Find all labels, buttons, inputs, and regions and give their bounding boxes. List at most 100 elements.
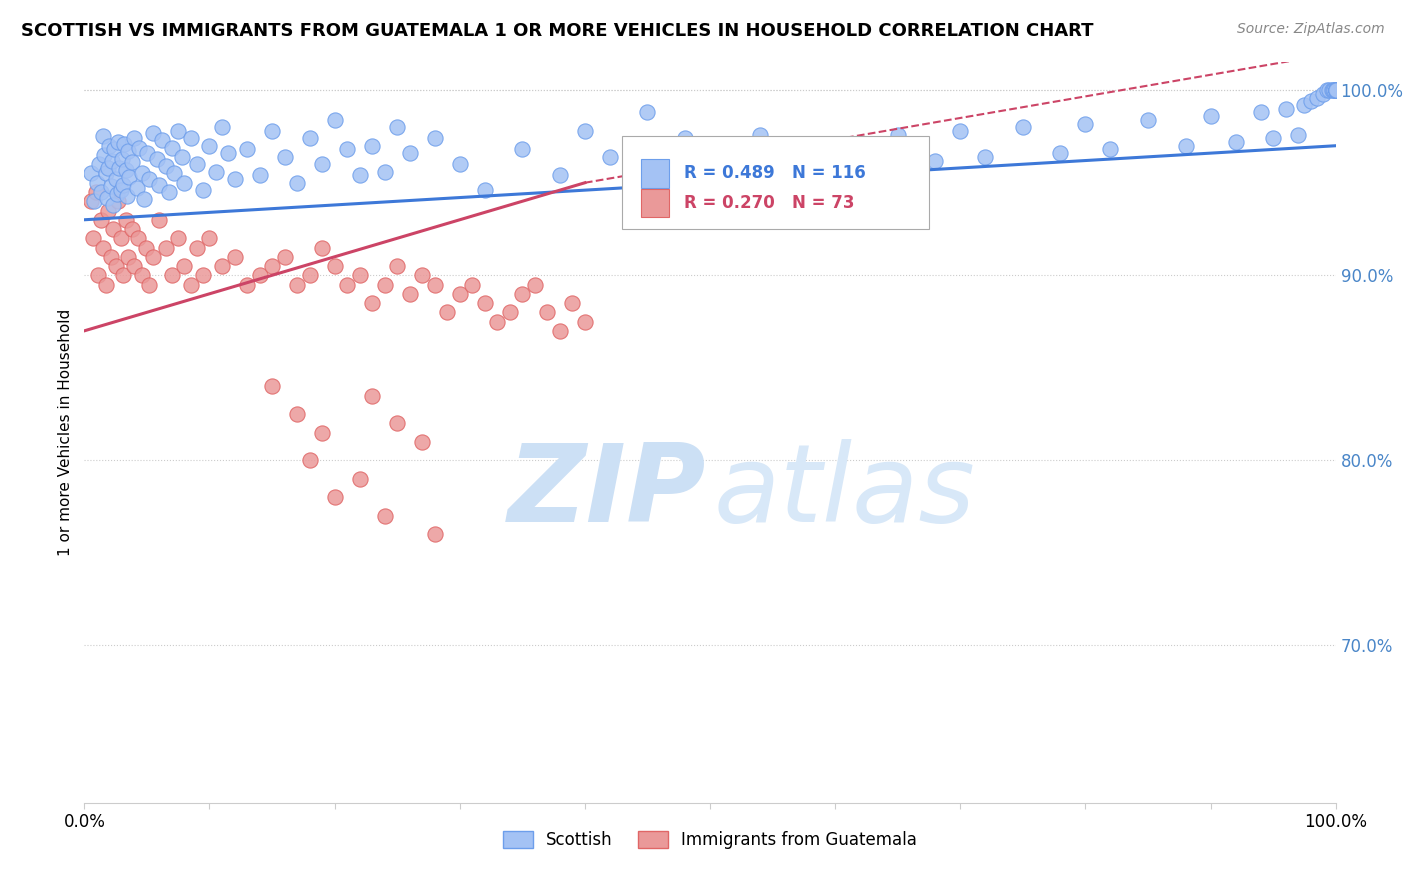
Point bbox=[163, 166, 186, 180]
Point bbox=[1324, 83, 1347, 97]
Point bbox=[110, 183, 132, 197]
Point bbox=[1199, 109, 1222, 123]
Text: R = 0.270   N = 73: R = 0.270 N = 73 bbox=[683, 194, 855, 212]
Point bbox=[112, 136, 135, 151]
Point bbox=[311, 157, 333, 171]
Point bbox=[374, 164, 396, 178]
Point bbox=[93, 148, 115, 162]
Point bbox=[98, 138, 121, 153]
Point bbox=[104, 259, 127, 273]
Point bbox=[136, 146, 159, 161]
Point bbox=[104, 172, 127, 186]
Text: atlas: atlas bbox=[714, 440, 976, 544]
Point bbox=[79, 166, 101, 180]
Point bbox=[924, 153, 946, 168]
Point bbox=[1049, 146, 1071, 161]
Point bbox=[474, 296, 496, 310]
Point bbox=[236, 143, 259, 157]
Point bbox=[138, 277, 160, 292]
Point bbox=[170, 150, 193, 164]
Point bbox=[824, 146, 846, 161]
Point bbox=[204, 164, 226, 178]
Point bbox=[474, 183, 496, 197]
Point bbox=[167, 231, 190, 245]
Y-axis label: 1 or more Vehicles in Household: 1 or more Vehicles in Household bbox=[58, 309, 73, 557]
Point bbox=[107, 194, 129, 209]
Point bbox=[449, 286, 471, 301]
Point bbox=[1286, 128, 1309, 142]
Point bbox=[180, 131, 202, 145]
Point bbox=[112, 178, 135, 192]
Point bbox=[82, 231, 104, 245]
Point bbox=[1263, 131, 1285, 145]
Point bbox=[193, 268, 215, 283]
Point bbox=[499, 305, 522, 319]
Point bbox=[127, 231, 149, 245]
Point bbox=[131, 166, 153, 180]
FancyBboxPatch shape bbox=[623, 136, 929, 229]
Point bbox=[108, 161, 131, 175]
Point bbox=[449, 157, 471, 171]
Point bbox=[1324, 83, 1347, 97]
Point bbox=[83, 194, 105, 209]
Point bbox=[91, 240, 114, 254]
Point bbox=[323, 259, 346, 273]
Point bbox=[142, 126, 165, 140]
Point bbox=[134, 193, 156, 207]
Point bbox=[100, 250, 122, 264]
Point bbox=[1312, 87, 1334, 101]
Point bbox=[1324, 83, 1347, 97]
Point bbox=[117, 145, 139, 159]
Point bbox=[637, 105, 659, 120]
Point bbox=[114, 212, 136, 227]
Point bbox=[1319, 83, 1341, 97]
Point bbox=[160, 140, 183, 154]
Point bbox=[150, 133, 173, 147]
Point bbox=[1306, 90, 1329, 104]
Point bbox=[101, 153, 124, 168]
Point bbox=[114, 162, 136, 177]
Point bbox=[599, 150, 621, 164]
Point bbox=[211, 259, 233, 273]
Point bbox=[1324, 83, 1347, 97]
Point bbox=[398, 286, 420, 301]
Point bbox=[100, 179, 122, 194]
Point bbox=[374, 277, 396, 292]
Point bbox=[155, 240, 177, 254]
Point bbox=[673, 131, 696, 145]
Point bbox=[138, 172, 160, 186]
Point bbox=[1274, 102, 1296, 116]
Point bbox=[90, 185, 112, 199]
Point bbox=[211, 120, 233, 135]
Point bbox=[311, 425, 333, 440]
Point bbox=[385, 417, 409, 431]
Point bbox=[423, 131, 446, 145]
Point bbox=[548, 169, 571, 183]
Point bbox=[90, 212, 112, 227]
Point bbox=[112, 268, 135, 283]
Point bbox=[336, 143, 359, 157]
Point bbox=[574, 315, 596, 329]
Point bbox=[97, 161, 120, 175]
Point bbox=[173, 176, 195, 190]
Point bbox=[125, 181, 148, 195]
Text: ZIP: ZIP bbox=[508, 439, 706, 545]
Point bbox=[385, 120, 409, 135]
Point bbox=[117, 250, 139, 264]
Legend: Scottish, Immigrants from Guatemala: Scottish, Immigrants from Guatemala bbox=[495, 822, 925, 857]
Point bbox=[1324, 83, 1347, 97]
Point bbox=[79, 194, 101, 209]
Point bbox=[148, 212, 170, 227]
Point bbox=[84, 185, 107, 199]
Point bbox=[167, 124, 190, 138]
Point bbox=[1299, 95, 1322, 109]
Point bbox=[349, 169, 371, 183]
Point bbox=[311, 240, 333, 254]
Point bbox=[536, 305, 558, 319]
Point bbox=[249, 268, 271, 283]
Point bbox=[121, 222, 143, 236]
Point bbox=[285, 176, 308, 190]
Point bbox=[124, 131, 146, 145]
Text: Source: ZipAtlas.com: Source: ZipAtlas.com bbox=[1237, 22, 1385, 37]
Point bbox=[159, 185, 181, 199]
